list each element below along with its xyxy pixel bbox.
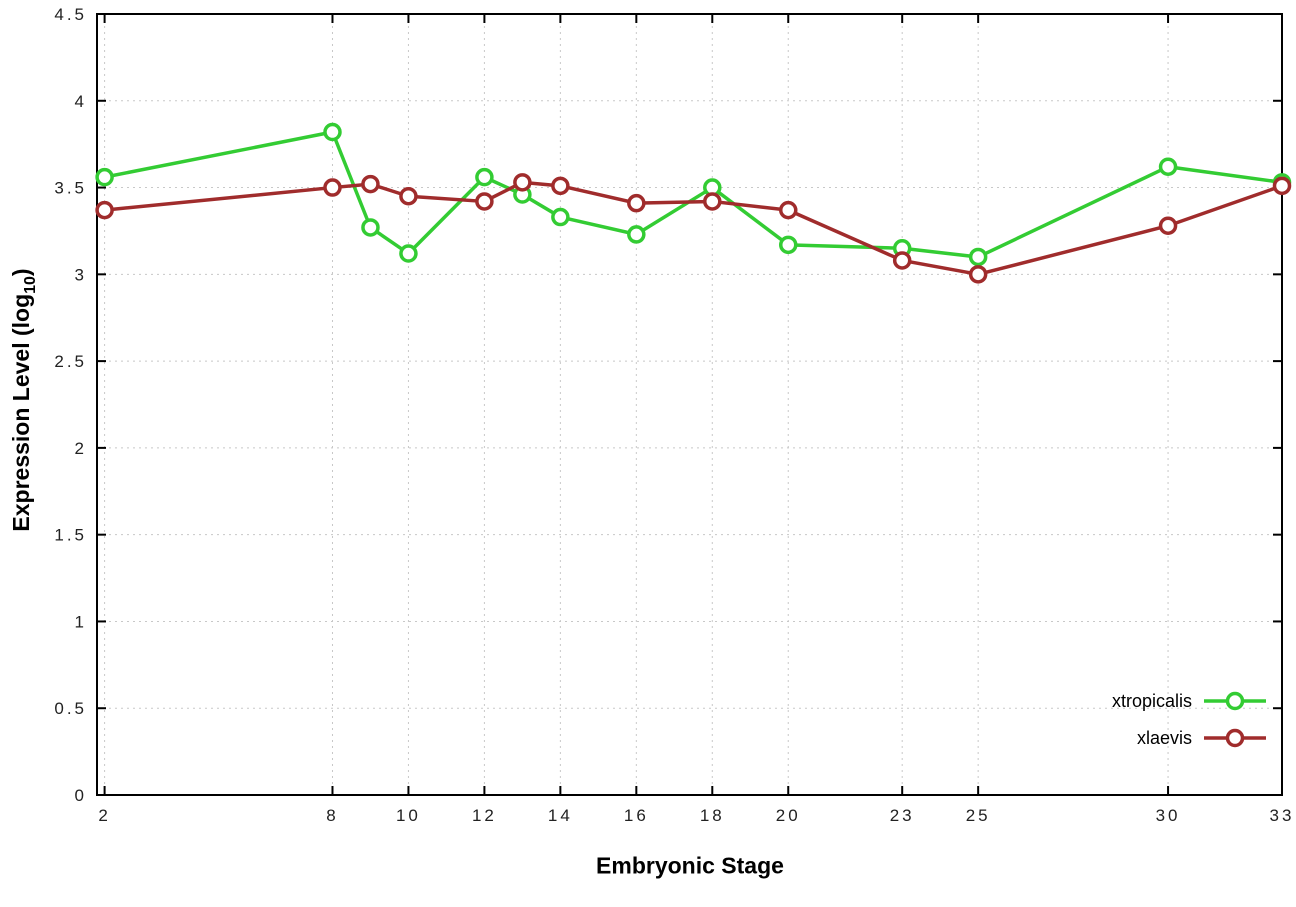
series-line	[102, 130, 1284, 259]
data-point-marker	[95, 167, 114, 187]
data-point-marker	[892, 251, 912, 270]
svg-text:14: 14	[548, 806, 573, 825]
x-axis-title: Embryonic Stage	[596, 852, 784, 879]
svg-text:0.5: 0.5	[54, 699, 87, 718]
svg-text:12: 12	[472, 806, 497, 825]
data-point-marker	[627, 225, 646, 244]
legend-sample-marker	[1225, 691, 1245, 711]
data-point-marker	[779, 235, 798, 255]
tick-marks	[97, 13, 1283, 796]
y-axis-title: Expression Level (log10)	[8, 268, 40, 531]
data-point-marker	[779, 200, 798, 220]
svg-text:2: 2	[98, 806, 110, 825]
y-axis-title-subscript: 10	[21, 276, 39, 294]
series-xlaevis	[95, 173, 1292, 284]
data-point-marker	[627, 193, 646, 213]
svg-text:25: 25	[966, 806, 991, 825]
svg-text:20: 20	[776, 806, 801, 825]
data-point-marker	[513, 173, 532, 192]
legend-entry-xlaevis: xlaevis	[1137, 728, 1266, 748]
data-point-marker	[323, 178, 342, 197]
data-point-marker	[703, 192, 722, 211]
plot-border	[96, 13, 1283, 796]
svg-text:1: 1	[75, 612, 87, 631]
svg-text:8: 8	[326, 806, 338, 825]
legend-label: xlaevis	[1137, 728, 1192, 748]
svg-text:33: 33	[1270, 806, 1295, 825]
grid-lines	[97, 13, 1283, 796]
svg-text:10: 10	[396, 806, 421, 825]
data-point-marker	[475, 192, 494, 211]
legend-sample-marker	[1225, 728, 1245, 748]
svg-text:18: 18	[700, 806, 725, 825]
svg-text:4: 4	[75, 92, 87, 111]
legend: xtropicalis xlaevis	[1112, 691, 1266, 748]
data-point-marker	[361, 174, 380, 194]
data-point-marker	[475, 167, 494, 187]
data-point-marker	[361, 218, 380, 237]
svg-text:4.5: 4.5	[54, 5, 87, 24]
y-axis-title-close: )	[8, 268, 35, 277]
svg-text:2.5: 2.5	[54, 352, 87, 371]
svg-text:23: 23	[890, 806, 915, 825]
svg-text:2: 2	[75, 439, 87, 458]
y-tick-labels: 0 0.5 1 1.5 2 2.5 3 3.5 4 4.5	[54, 5, 87, 805]
data-point-marker	[399, 186, 418, 206]
data-point-marker	[1158, 157, 1178, 176]
data-point-marker	[399, 244, 418, 263]
svg-text:30: 30	[1156, 806, 1181, 825]
legend-entry-xtropicalis: xtropicalis	[1112, 691, 1266, 711]
data-point-marker	[968, 247, 988, 267]
svg-text:0: 0	[75, 786, 87, 805]
data-point-marker	[1158, 216, 1178, 235]
data-point-marker	[323, 122, 342, 142]
svg-text:3: 3	[75, 265, 87, 284]
y-axis-title-text: Expression Level (log	[8, 293, 35, 532]
svg-text:3.5: 3.5	[54, 179, 87, 198]
series-xtropicalis	[95, 122, 1292, 267]
svg-text:1.5: 1.5	[54, 526, 87, 545]
data-point-marker	[95, 200, 114, 220]
data-point-marker	[551, 176, 570, 196]
svg-text:16: 16	[624, 806, 649, 825]
x-tick-labels: 2 8 10 12 14 16 18 20 23 25 30 33	[98, 806, 1295, 825]
legend-label: xtropicalis	[1112, 691, 1192, 711]
data-point-marker	[1272, 176, 1292, 196]
data-point-marker	[551, 207, 570, 227]
data-point-marker	[968, 265, 988, 284]
